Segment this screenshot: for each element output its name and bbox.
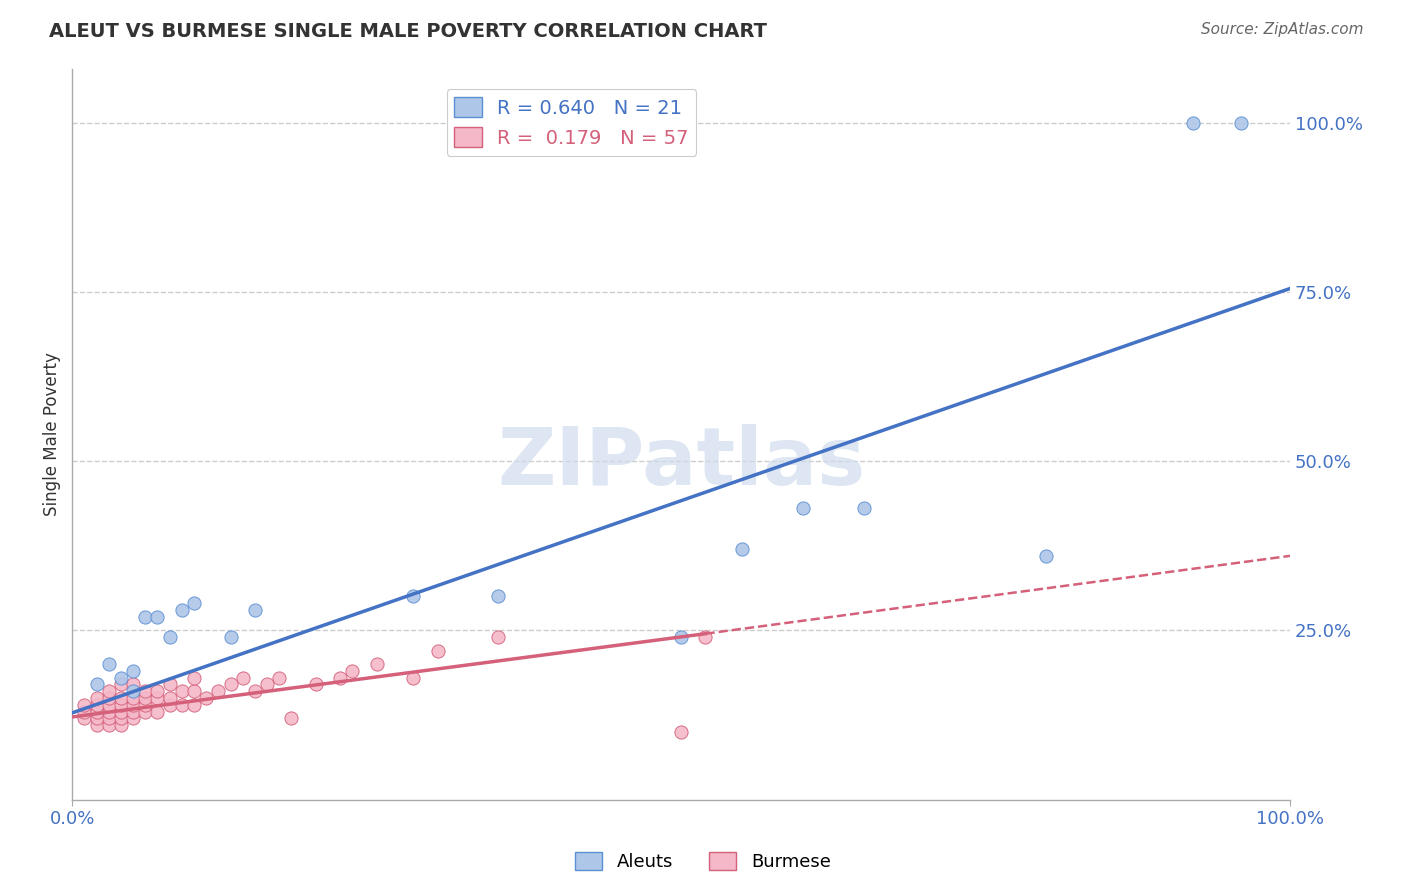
Point <box>342 664 364 678</box>
Text: ALEUT VS BURMESE SINGLE MALE POVERTY CORRELATION CHART: ALEUT VS BURMESE SINGLE MALE POVERTY COR… <box>49 22 768 41</box>
Point <box>134 698 156 712</box>
Point <box>97 718 120 732</box>
Point <box>97 691 120 706</box>
Point <box>110 718 132 732</box>
Point <box>73 698 96 712</box>
Point <box>146 691 169 706</box>
Y-axis label: Single Male Poverty: Single Male Poverty <box>44 352 60 516</box>
Point <box>122 684 145 698</box>
Point <box>269 671 291 685</box>
Point <box>329 671 352 685</box>
Point <box>219 677 242 691</box>
Point <box>426 643 449 657</box>
Point <box>243 603 266 617</box>
Point <box>695 630 717 644</box>
Point <box>110 711 132 725</box>
Point <box>792 501 814 516</box>
Text: Source: ZipAtlas.com: Source: ZipAtlas.com <box>1201 22 1364 37</box>
Point <box>73 711 96 725</box>
Point <box>183 671 205 685</box>
Point <box>366 657 388 672</box>
Point <box>122 711 145 725</box>
Point <box>1035 549 1057 563</box>
Point <box>86 691 108 706</box>
Point <box>97 684 120 698</box>
Point <box>146 684 169 698</box>
Point <box>73 705 96 719</box>
Point <box>159 630 181 644</box>
Point <box>146 609 169 624</box>
Point <box>110 677 132 691</box>
Point <box>170 684 193 698</box>
Point <box>488 590 510 604</box>
Point <box>183 684 205 698</box>
Point <box>110 698 132 712</box>
Point <box>183 596 205 610</box>
Point <box>488 630 510 644</box>
Point <box>134 684 156 698</box>
Point <box>170 603 193 617</box>
Point <box>195 691 218 706</box>
Point <box>243 684 266 698</box>
Point <box>183 698 205 712</box>
Point <box>122 691 145 706</box>
Point <box>731 542 754 557</box>
Point <box>207 684 229 698</box>
Point <box>86 677 108 691</box>
Point <box>97 657 120 672</box>
Point <box>1230 116 1253 130</box>
Point <box>122 705 145 719</box>
Point <box>159 698 181 712</box>
Point <box>219 630 242 644</box>
Point <box>669 630 692 644</box>
Point <box>134 609 156 624</box>
Point <box>402 590 425 604</box>
Text: ZIPatlas: ZIPatlas <box>496 425 865 502</box>
Point <box>97 705 120 719</box>
Point <box>86 718 108 732</box>
Point <box>402 671 425 685</box>
Point <box>232 671 254 685</box>
Point <box>669 724 692 739</box>
Point <box>1181 116 1204 130</box>
Point <box>86 705 108 719</box>
Point <box>146 705 169 719</box>
Legend: R = 0.640   N = 21, R =  0.179   N = 57: R = 0.640 N = 21, R = 0.179 N = 57 <box>447 89 696 155</box>
Point <box>97 698 120 712</box>
Point <box>256 677 278 691</box>
Point <box>86 698 108 712</box>
Point <box>159 677 181 691</box>
Point <box>122 664 145 678</box>
Point <box>110 705 132 719</box>
Point <box>86 711 108 725</box>
Point <box>97 711 120 725</box>
Point <box>122 677 145 691</box>
Point <box>122 698 145 712</box>
Point <box>134 691 156 706</box>
Legend: Aleuts, Burmese: Aleuts, Burmese <box>568 845 838 879</box>
Point <box>159 691 181 706</box>
Point <box>852 501 875 516</box>
Point <box>110 671 132 685</box>
Point <box>170 698 193 712</box>
Point <box>305 677 328 691</box>
Point <box>110 691 132 706</box>
Point <box>134 705 156 719</box>
Point <box>280 711 302 725</box>
